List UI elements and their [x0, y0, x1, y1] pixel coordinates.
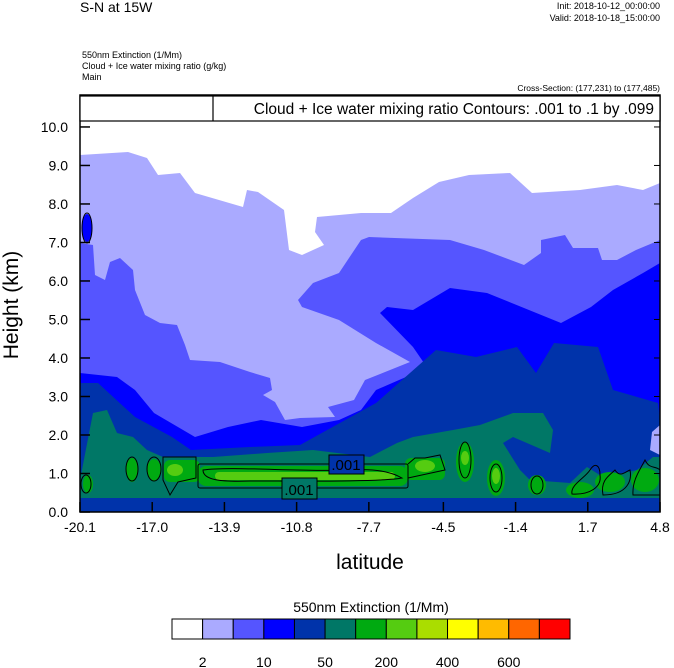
valid-time: Valid: 2018-10-18_15:00:00	[550, 13, 660, 23]
level-light-patch-right	[650, 425, 660, 455]
x-tick-label: -7.7	[357, 519, 381, 535]
y-tick-label: 6.0	[49, 273, 69, 289]
colorbar-swatch	[232, 618, 265, 640]
colorbar-swatch	[202, 618, 234, 640]
colorbar-swatch	[293, 618, 326, 640]
field-line-3: Main	[82, 72, 102, 82]
x-axis-label: latitude	[336, 551, 404, 574]
colorbar-label: 200	[375, 654, 399, 668]
x-tick-label: 4.8	[650, 519, 670, 535]
upper-cloud-blob	[82, 214, 92, 242]
y-tick-label: 7.0	[49, 234, 69, 250]
colorbar-swatch	[416, 618, 449, 640]
contour-label-2: .001	[284, 482, 313, 499]
cross-section-label: Cross-Section: (177,231) to (177,485)	[517, 83, 660, 93]
y-tick-label: 0.0	[49, 504, 69, 520]
line-contours	[80, 212, 661, 500]
init-time: Init: 2018-10-12_00:00:00	[557, 1, 660, 11]
legend-box: Cloud + Ice water mixing ratio Contours:…	[79, 95, 661, 122]
colorbar-label: 2	[199, 654, 207, 668]
x-tick-label: -4.5	[431, 519, 455, 535]
x-axis: -20.1 -17.0 -13.9 -10.8 -7.7 -4.5 -1.4 1.7 4.8	[64, 502, 670, 535]
y-tick-label: 8.0	[49, 196, 69, 212]
colorbar-label: 10	[256, 654, 272, 668]
y-tick-label: 2.0	[49, 427, 69, 443]
colorbar-swatch	[171, 618, 204, 640]
contour-label-box-2	[281, 477, 318, 500]
colorbar-label: 400	[436, 654, 460, 668]
x-tick-label: -10.8	[281, 519, 313, 535]
filled-contours	[80, 95, 660, 512]
x-tick-label: 1.7	[578, 519, 598, 535]
x-tick-label: -1.4	[504, 519, 528, 535]
field-line-2: Cloud + Ice water mixing ratio (g/kg)	[82, 61, 226, 71]
colorbar-swatch	[508, 618, 540, 640]
colorbar-label: 600	[497, 654, 521, 668]
y-tick-label: 3.0	[49, 388, 69, 404]
colorbar-title: 550nm Extinction (1/Mm)	[293, 599, 449, 615]
contour-label-1: .001	[331, 457, 360, 474]
colorbar-swatch	[477, 618, 510, 640]
colorbar: 2 10 50 200 400 600	[171, 618, 571, 668]
colorbar-label: 50	[317, 654, 333, 668]
x-tick-label: -13.9	[208, 519, 240, 535]
x-tick-label: -20.1	[64, 519, 96, 535]
legend-text: Cloud + Ice water mixing ratio Contours:…	[254, 101, 654, 118]
plot-title: S-N at 15W	[80, 0, 153, 15]
colorbar-swatch	[385, 618, 418, 640]
y-tick-label: 5.0	[49, 311, 69, 327]
colorbar-swatch	[538, 618, 571, 640]
colorbar-swatch	[355, 618, 387, 640]
y-axis-label: Height (km)	[0, 251, 23, 360]
x-tick-label: -17.0	[136, 519, 168, 535]
y-axis: 0.0 1.0 2.0 3.0 4.0 5.0 6.0 7.0 8.0 9.0 10.0	[41, 119, 660, 520]
y-tick-label: 10.0	[41, 119, 68, 135]
plot-frame	[79, 94, 661, 513]
colorbar-swatch	[324, 618, 357, 640]
colorbar-swatch	[447, 618, 479, 640]
y-tick-label: 9.0	[49, 157, 69, 173]
colorbar-swatch	[263, 618, 295, 640]
y-tick-label: 4.0	[49, 350, 69, 366]
y-tick-label: 1.0	[49, 465, 69, 481]
field-line-1: 550nm Extinction (1/Mm)	[82, 50, 182, 60]
contour-label-box-1	[328, 454, 365, 475]
